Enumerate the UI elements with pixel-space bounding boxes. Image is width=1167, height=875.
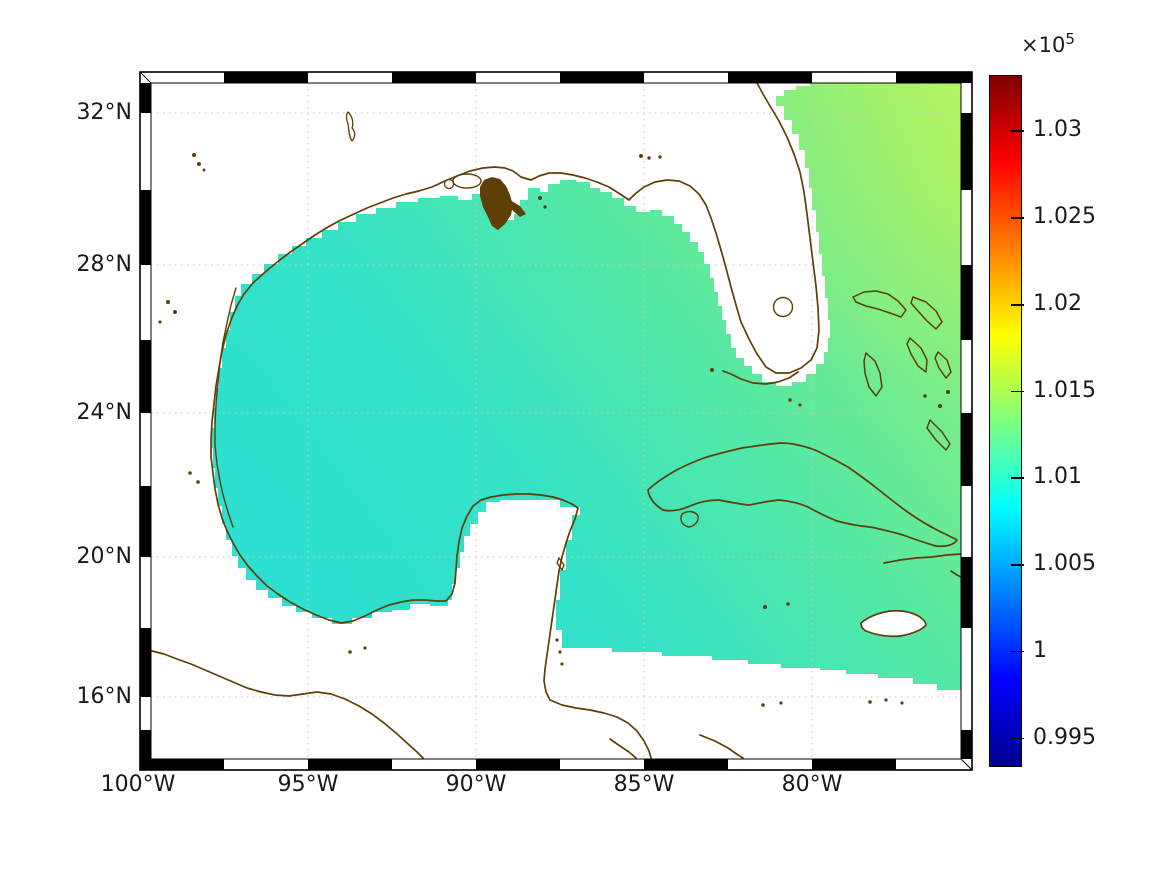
colorbar-tick-label: 1 <box>1033 637 1047 663</box>
frame-band <box>392 72 476 83</box>
colorbar <box>989 75 1022 767</box>
x-axis-tick-label: 95°W <box>277 772 339 797</box>
frame-band <box>812 759 896 770</box>
frame-band <box>961 340 972 413</box>
coastline-pacific-mexico <box>151 650 424 759</box>
colorbar-scale-label: ×105 <box>1021 30 1075 57</box>
frame-band <box>728 759 812 770</box>
frame-band <box>812 72 896 83</box>
lake-pontchartrain <box>452 173 482 189</box>
frame-band <box>140 72 151 113</box>
colorbar-tick-label: 1.025 <box>1033 204 1096 230</box>
frame-band <box>140 759 224 770</box>
map-frame-bands <box>140 72 972 770</box>
frame-band <box>140 697 151 730</box>
frame-band <box>896 759 972 770</box>
frame-band <box>140 413 151 486</box>
frame-band <box>224 72 308 83</box>
colorbar-tick <box>1011 303 1024 306</box>
coastline-florida-keys <box>722 370 799 385</box>
frame-band <box>961 113 972 190</box>
frame-band <box>392 759 476 770</box>
frame-band <box>560 759 644 770</box>
frame-band <box>961 557 972 628</box>
frame-band <box>961 486 972 557</box>
coastline-honduras <box>549 699 652 759</box>
y-axis-tick-label: 20°N <box>76 544 132 569</box>
colorbar-tick-label: 1.02 <box>1033 290 1082 316</box>
frame-band <box>140 72 224 83</box>
colorbar-tick <box>1011 130 1024 133</box>
frame-band <box>224 759 308 770</box>
x-axis-tick-label: 90°W <box>445 772 507 797</box>
colorbar-tick <box>1011 390 1024 393</box>
coastline-bahamas <box>852 290 952 451</box>
frame-band <box>961 730 972 770</box>
colorbar-tick-label: 1.015 <box>1033 377 1096 403</box>
coastline-hispaniola <box>883 553 962 578</box>
frame-band <box>140 190 151 265</box>
coastline-jamaica <box>860 609 927 638</box>
frame-band <box>476 759 560 770</box>
frame-band <box>728 72 812 83</box>
coastline-cuba <box>647 442 958 548</box>
y-axis-tick-label: 28°N <box>76 252 132 277</box>
frame-band <box>140 486 151 557</box>
mississippi-delta <box>480 177 513 230</box>
data-field <box>212 83 961 690</box>
frame-band <box>961 413 972 486</box>
frame-band <box>140 628 151 697</box>
colorbar-tick <box>1011 737 1024 740</box>
y-axis-tick-label: 32°N <box>76 100 132 125</box>
colorbar-tick <box>1011 650 1024 653</box>
frame-band <box>644 759 728 770</box>
frame-band <box>560 72 644 83</box>
frame-band <box>308 72 392 83</box>
frame-band <box>140 113 151 190</box>
coastline-texas-barrier <box>214 287 237 528</box>
x-axis-tick-label: 80°W <box>781 772 843 797</box>
colorbar-tick <box>1011 217 1024 219</box>
frame-band <box>644 72 728 83</box>
inland-lakes-texas <box>345 111 356 142</box>
frame-band <box>961 72 972 113</box>
islets <box>158 153 950 707</box>
y-axis-tick-label: 16°N <box>76 684 132 709</box>
frame-band <box>140 557 151 628</box>
frame-band <box>140 730 151 770</box>
frame-band <box>140 265 151 340</box>
colorbar-tick-label: 1.005 <box>1033 551 1096 577</box>
colorbar-tick <box>1011 564 1024 566</box>
frame-band <box>476 72 560 83</box>
colorbar-tick-label: 0.995 <box>1033 724 1096 750</box>
frame-band <box>896 72 972 83</box>
coastline-isla-juventud <box>680 510 699 528</box>
delta-spur <box>510 200 526 217</box>
colorbar-tick-label: 1.01 <box>1033 464 1082 490</box>
coastline-cozumel <box>556 557 565 571</box>
coastlines <box>151 82 962 759</box>
lake-west <box>443 178 455 190</box>
colorbar-tick <box>1011 477 1024 479</box>
coastline-honduras-east <box>699 734 744 759</box>
x-axis-tick-label: 85°W <box>613 772 675 797</box>
frame-band <box>961 190 972 265</box>
x-axis-tick-label: 100°W <box>100 772 176 797</box>
map-frame-outline <box>139 71 973 771</box>
coastline-guatemala <box>609 738 637 759</box>
colorbar-tick-label: 1.03 <box>1033 117 1082 143</box>
y-axis-tick-label: 24°N <box>76 400 132 425</box>
lake-okeechobee <box>772 296 794 318</box>
coastline-mainland <box>210 82 820 701</box>
frame-band <box>308 759 392 770</box>
frame-band <box>961 628 972 730</box>
frame-band <box>961 265 972 340</box>
frame-band <box>140 340 151 413</box>
